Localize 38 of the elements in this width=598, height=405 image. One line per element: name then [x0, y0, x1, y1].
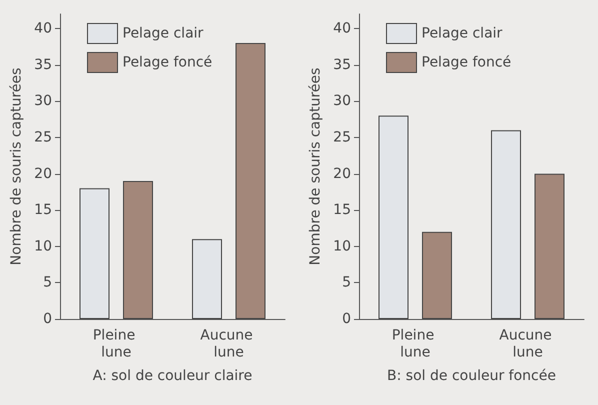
bar — [123, 181, 153, 319]
x-tick-label: Aucune lune — [499, 328, 556, 360]
y-tick-label: 30 — [333, 93, 351, 110]
legend-label: Pelage clair — [422, 26, 503, 42]
bar — [378, 116, 408, 319]
y-tick-label: 35 — [34, 56, 52, 73]
x-tick-label: Pleine lune — [92, 328, 140, 360]
bar — [422, 232, 452, 319]
y-tick-label: 10 — [333, 238, 351, 254]
y-tick-label: 40 — [34, 20, 52, 37]
legend-label: Pelage foncé — [122, 54, 212, 70]
y-tick-label: 0 — [43, 311, 52, 327]
legend-label: Pelage foncé — [422, 54, 512, 70]
y-tick-label: 25 — [34, 129, 52, 146]
x-axis-title: A: sol de couleur claire — [92, 368, 252, 384]
bar — [192, 239, 222, 319]
y-tick-label: 35 — [333, 56, 351, 73]
y-tick-label: 15 — [34, 202, 52, 218]
y-tick-label: 5 — [342, 274, 351, 291]
y-tick-label: 0 — [342, 311, 351, 327]
x-tick-label: Aucune lune — [200, 328, 258, 360]
y-axis-title: Nombre de souris capturées — [307, 68, 324, 266]
y-tick-label: 30 — [34, 93, 52, 110]
y-tick-label: 15 — [333, 202, 351, 218]
bar — [491, 130, 521, 319]
y-tick-label: 10 — [34, 238, 52, 254]
y-tick-label: 20 — [333, 166, 351, 182]
y-tick-label: 5 — [43, 274, 52, 291]
y-tick-label: 25 — [333, 129, 351, 146]
bar — [236, 43, 266, 319]
bar — [80, 188, 110, 319]
bar — [534, 174, 564, 319]
y-axis-title: Nombre de souris capturées — [8, 68, 24, 266]
y-tick-label: 20 — [34, 166, 52, 182]
y-tick-label: 40 — [333, 20, 351, 37]
x-axis-title: B: sol de couleur foncée — [387, 368, 556, 384]
legend-label: Pelage clair — [122, 26, 204, 42]
x-tick-label: Pleine lune — [392, 328, 439, 360]
